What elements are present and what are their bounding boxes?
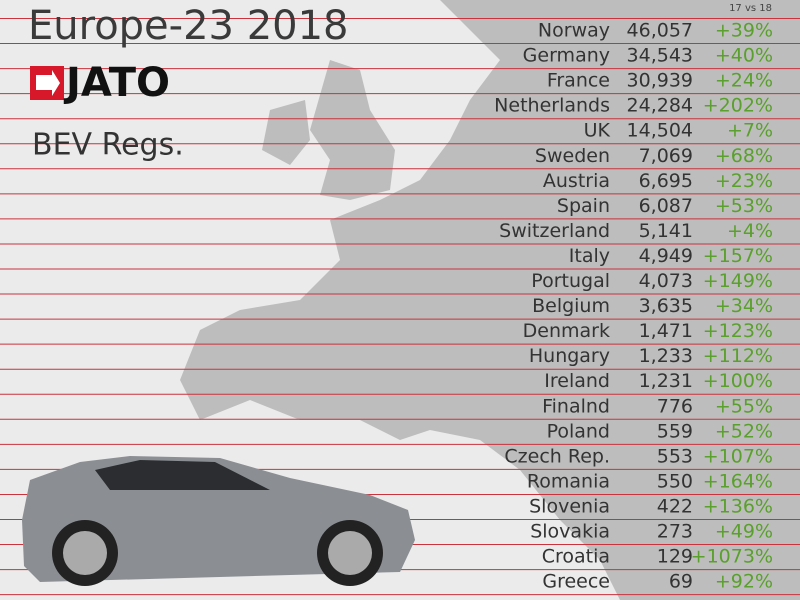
country: Portugal <box>531 270 610 292</box>
country: Switzerland <box>499 220 610 242</box>
country: Romania <box>527 470 610 492</box>
change: +34% <box>715 295 773 317</box>
change: +53% <box>715 195 773 217</box>
country: Italy <box>569 245 610 267</box>
country: Czech Rep. <box>504 445 610 467</box>
europe-map <box>180 0 800 600</box>
registrations: 4,949 <box>639 245 693 267</box>
change: +92% <box>715 571 773 593</box>
registrations: 273 <box>657 521 693 543</box>
country: Slovakia <box>530 521 610 543</box>
country: Austria <box>543 170 610 192</box>
registrations: 422 <box>657 495 693 517</box>
country: Poland <box>547 420 610 442</box>
registrations: 1,233 <box>639 345 693 367</box>
change: +123% <box>703 320 773 342</box>
registrations: 24,284 <box>627 95 693 117</box>
registrations: 7,069 <box>639 145 693 167</box>
registrations: 30,939 <box>627 70 693 92</box>
registrations: 559 <box>657 420 693 442</box>
change: +68% <box>715 145 773 167</box>
registrations: 1,471 <box>639 320 693 342</box>
rim <box>328 531 372 575</box>
change: +4% <box>727 220 773 242</box>
car-window <box>95 460 270 490</box>
change: +136% <box>703 495 773 517</box>
country: Greece <box>542 571 610 593</box>
registrations: 1,231 <box>639 370 693 392</box>
change: +49% <box>715 521 773 543</box>
rim <box>63 531 107 575</box>
change: +157% <box>703 245 773 267</box>
logo-arrow <box>36 70 60 96</box>
change: +100% <box>703 370 773 392</box>
country: UK <box>584 120 611 142</box>
car <box>22 456 415 586</box>
logo: JATO <box>30 60 170 106</box>
change: +7% <box>727 120 773 142</box>
registrations: 6,695 <box>639 170 693 192</box>
country: Denmark <box>523 320 610 342</box>
registrations: 776 <box>657 395 693 417</box>
change: +23% <box>715 170 773 192</box>
continent <box>180 0 800 600</box>
country: Germany <box>523 45 610 67</box>
change: +107% <box>703 445 773 467</box>
country: Finalnd <box>542 395 610 417</box>
country: Netherlands <box>494 95 610 117</box>
country: Spain <box>557 195 610 217</box>
registrations: 14,504 <box>627 120 693 142</box>
country: Slovenia <box>529 495 610 517</box>
change: +1073% <box>691 546 773 568</box>
registrations: 69 <box>669 571 693 593</box>
country: Ireland <box>544 370 610 392</box>
registrations: 129 <box>657 546 693 568</box>
country: Hungary <box>529 345 610 367</box>
registrations: 4,073 <box>639 270 693 292</box>
change: +112% <box>703 345 773 367</box>
registrations: 6,087 <box>639 195 693 217</box>
change: +24% <box>715 70 773 92</box>
country: Sweden <box>535 145 610 167</box>
change-header: 17 vs 18 <box>729 3 772 14</box>
country: Belgium <box>532 295 610 317</box>
title: Europe-23 2018 <box>28 3 349 49</box>
change: +40% <box>715 45 773 67</box>
registrations: 3,635 <box>639 295 693 317</box>
registrations: 34,543 <box>627 45 693 67</box>
row-lines <box>0 18 800 596</box>
registrations: 550 <box>657 470 693 492</box>
subtitle: BEV Regs. <box>32 128 184 163</box>
registrations: 553 <box>657 445 693 467</box>
change: +202% <box>703 95 773 117</box>
registrations: 5,141 <box>639 220 693 242</box>
logo-text: JATO <box>63 60 170 106</box>
change: +164% <box>703 470 773 492</box>
change: +52% <box>715 420 773 442</box>
country: Norway <box>538 20 610 42</box>
registrations: 46,057 <box>627 20 693 42</box>
ireland <box>262 100 310 165</box>
country: Croatia <box>542 546 610 568</box>
change: +55% <box>715 395 773 417</box>
britain <box>310 60 395 200</box>
country: France <box>547 70 610 92</box>
table: Norway 46,057 +39% Germany 34,543 +40% France 3… <box>494 20 773 593</box>
change: +149% <box>703 270 773 292</box>
change: +39% <box>715 20 773 42</box>
